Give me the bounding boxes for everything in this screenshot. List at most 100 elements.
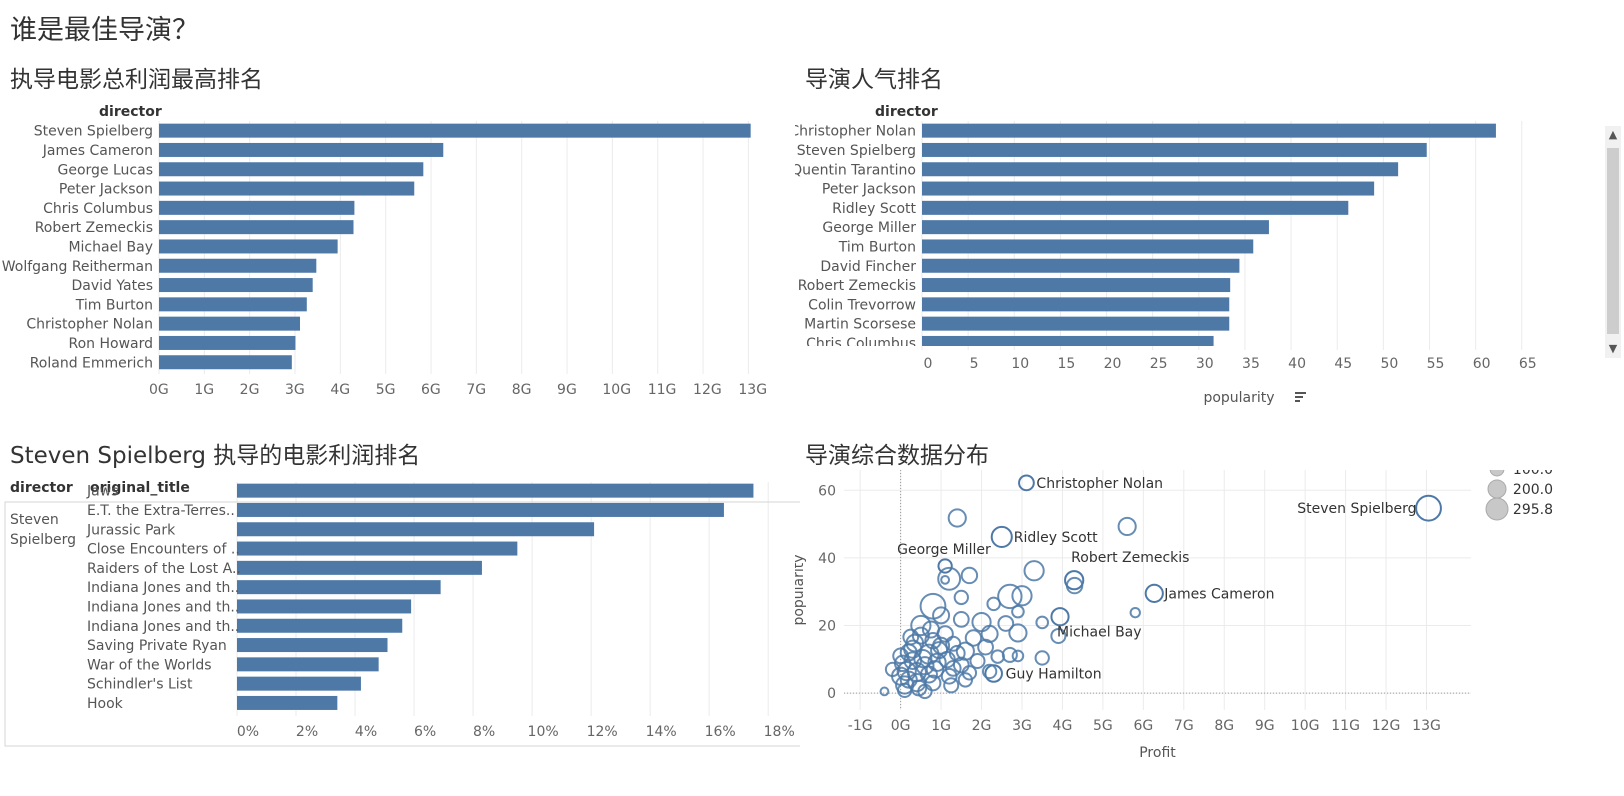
popularity-scrollbar[interactable]: ▲ ▼ bbox=[1605, 126, 1621, 358]
scatter-x-axis-title: Profit bbox=[1139, 745, 1176, 761]
scatter-point bbox=[944, 660, 962, 677]
scatter-point bbox=[945, 635, 962, 652]
bar bbox=[159, 239, 338, 254]
category-label: Wolfgang Reitherman bbox=[2, 259, 153, 275]
x-tick-label: 13G bbox=[738, 382, 767, 398]
scatter-point bbox=[925, 660, 945, 679]
bar bbox=[922, 181, 1375, 196]
size-legend-symbol bbox=[1489, 470, 1505, 477]
x-tick-label: 8G bbox=[512, 382, 532, 398]
y-tick-label: 0 bbox=[827, 686, 836, 702]
bar bbox=[159, 278, 313, 293]
x-tick-label: 4% bbox=[355, 724, 377, 740]
x-tick-label: 8% bbox=[473, 724, 495, 740]
bar bbox=[922, 316, 1230, 331]
x-tick-label: 15 bbox=[1057, 356, 1075, 372]
scatter-point bbox=[1011, 649, 1025, 663]
scatter-point bbox=[1065, 576, 1084, 595]
x-tick-label: 6G bbox=[421, 382, 441, 398]
profit-row-header: director bbox=[99, 104, 162, 120]
scatter-point bbox=[879, 686, 890, 697]
category-label: Jurassic Park bbox=[86, 522, 176, 538]
x-tick-label: 9G bbox=[557, 382, 577, 398]
scatter-point bbox=[997, 615, 1015, 632]
point-label: Christopher Nolan bbox=[1036, 476, 1163, 492]
scatter-point bbox=[938, 650, 956, 669]
x-tick-label: 50 bbox=[1380, 356, 1398, 372]
x-tick-label: 1G bbox=[931, 718, 951, 734]
category-label: Close Encounters of .. bbox=[87, 542, 240, 558]
size-legend-symbol bbox=[1485, 497, 1509, 521]
x-tick-label: 12% bbox=[587, 724, 618, 740]
scatter-point bbox=[964, 629, 983, 647]
sort-descending-icon[interactable] bbox=[1295, 392, 1306, 402]
x-tick-label: 60 bbox=[1473, 356, 1491, 372]
scatter-point bbox=[986, 596, 1001, 612]
category-label: Christopher Nolan bbox=[26, 317, 153, 333]
bar bbox=[922, 162, 1399, 177]
category-label: Christopher Nolan bbox=[795, 124, 916, 140]
x-tick-label: 16% bbox=[705, 724, 736, 740]
x-tick-label: 10 bbox=[1011, 356, 1029, 372]
category-label: Steven Spielberg bbox=[797, 143, 916, 159]
category-label: Indiana Jones and th.. bbox=[87, 619, 239, 635]
bar bbox=[159, 200, 355, 215]
x-tick-label: 4G bbox=[330, 382, 350, 398]
scroll-down-icon[interactable]: ▼ bbox=[1608, 342, 1618, 355]
scatter-point bbox=[1008, 623, 1028, 643]
scatter-point bbox=[937, 566, 962, 591]
scroll-up-icon[interactable]: ▲ bbox=[1608, 128, 1618, 141]
x-tick-label: 5G bbox=[1093, 718, 1113, 734]
y-tick-label: 60 bbox=[818, 483, 836, 499]
size-legend-symbol bbox=[1487, 479, 1507, 499]
labeled-point bbox=[1018, 474, 1035, 492]
bar bbox=[159, 123, 751, 138]
size-legend-label: 100.0 bbox=[1513, 470, 1553, 478]
profit-panel-title: 执导电影总利润最高排名 bbox=[10, 67, 263, 93]
bar bbox=[159, 142, 444, 157]
category-label: Tim Burton bbox=[838, 239, 916, 255]
director-name-line1: Steven bbox=[10, 512, 59, 528]
spielberg-panel-title: Steven Spielberg 执导的电影利润排名 bbox=[10, 443, 421, 469]
scatter-point bbox=[1034, 650, 1050, 666]
scatter-point bbox=[924, 632, 942, 650]
x-tick-label: 0G bbox=[891, 718, 911, 734]
category-label: Steven Spielberg bbox=[34, 124, 153, 140]
category-label: Hook bbox=[87, 696, 124, 712]
scatter-point bbox=[990, 649, 1005, 664]
bar bbox=[237, 695, 338, 710]
bar bbox=[237, 657, 379, 672]
scatter-point bbox=[1011, 604, 1025, 619]
category-label: Chris Columbus bbox=[806, 336, 916, 352]
category-label: Peter Jackson bbox=[822, 182, 916, 198]
x-tick-label: 2G bbox=[240, 382, 260, 398]
scatter-point bbox=[977, 638, 994, 656]
scatter-point bbox=[947, 508, 967, 528]
scatter-point bbox=[1117, 516, 1137, 537]
x-tick-label: 2G bbox=[972, 718, 992, 734]
scatter-point bbox=[940, 667, 958, 685]
bar bbox=[159, 258, 317, 273]
category-label: Colin Trevorrow bbox=[808, 297, 916, 313]
category-label: Jaws bbox=[86, 484, 118, 500]
x-tick-label: 20 bbox=[1104, 356, 1122, 372]
bar bbox=[922, 239, 1254, 254]
x-tick-label: 12G bbox=[1372, 718, 1401, 734]
x-tick-label: 5 bbox=[970, 356, 979, 372]
x-tick-label: 13G bbox=[1412, 718, 1441, 734]
category-label: Martin Scorsese bbox=[804, 317, 916, 333]
popularity-chart: director Christopher Nolan Steven Spielbe… bbox=[795, 104, 1537, 406]
bar bbox=[159, 181, 415, 196]
labeled-point bbox=[990, 525, 1013, 548]
bar bbox=[922, 258, 1240, 273]
x-tick-label: 10% bbox=[528, 724, 559, 740]
bar bbox=[159, 220, 354, 235]
point-label: James Cameron bbox=[1163, 586, 1274, 602]
bar bbox=[237, 580, 441, 595]
labeled-point bbox=[984, 664, 1003, 683]
scatter-point bbox=[957, 672, 974, 688]
x-tick-label: 65 bbox=[1519, 356, 1537, 372]
category-label: Indiana Jones and th.. bbox=[87, 599, 239, 615]
scrollbar-thumb[interactable] bbox=[1607, 148, 1619, 334]
bar bbox=[922, 200, 1349, 215]
